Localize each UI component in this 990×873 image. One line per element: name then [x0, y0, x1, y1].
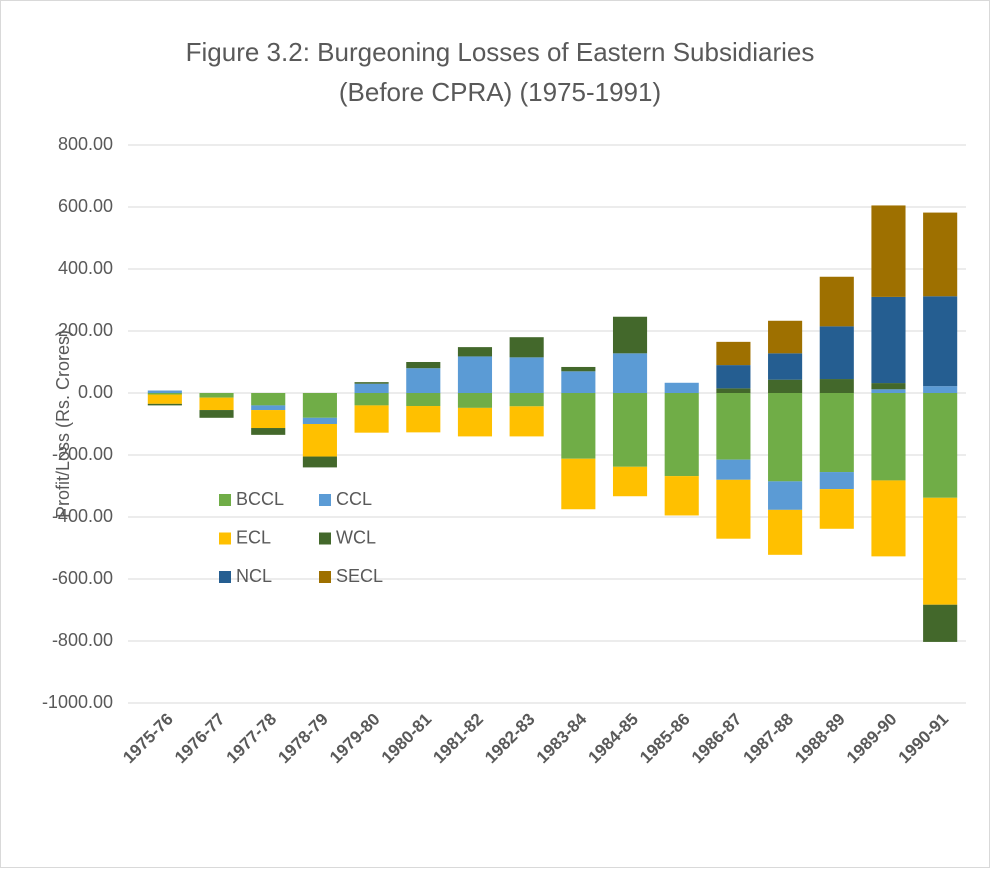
y-tick-label: -1000.00 [42, 692, 113, 712]
legend-swatch [319, 494, 331, 506]
y-tick-label: 0.00 [78, 382, 113, 402]
y-tick-label: -800.00 [52, 630, 113, 650]
bar-segment [509, 406, 544, 437]
bar-segment [871, 383, 906, 390]
legend-label: CCL [336, 489, 372, 509]
bar-segment [302, 393, 337, 418]
y-tick-label: -600.00 [52, 568, 113, 588]
bar-segment [251, 393, 286, 406]
bar-segment [509, 357, 544, 393]
bar-segment [612, 393, 648, 467]
chart-title: Figure 3.2: Burgeoning Losses of Eastern… [186, 37, 815, 67]
bar-segment [716, 341, 751, 366]
bar-segment [819, 276, 854, 327]
legend-label: WCL [336, 527, 376, 547]
bar-segment [302, 456, 337, 468]
y-tick-label: 200.00 [58, 320, 113, 340]
bar-segment [561, 458, 596, 510]
bar-segment [199, 397, 234, 411]
bar-segment [716, 393, 751, 460]
bar-segment [923, 393, 958, 498]
bar-segment [561, 366, 596, 372]
bar-segment [664, 393, 699, 477]
y-tick-label: 800.00 [58, 134, 113, 154]
legend-label: BCCL [236, 489, 284, 509]
bar-segment [871, 205, 906, 297]
bar-segment [768, 353, 803, 380]
bar-segment [199, 410, 234, 418]
bar-segment [509, 337, 544, 358]
bar-segment [302, 417, 337, 424]
bar-segment [561, 371, 596, 393]
legend-swatch [319, 532, 331, 545]
bar-segment [612, 353, 648, 393]
bar-segment [457, 356, 493, 393]
bar-segment [819, 489, 854, 529]
y-axis-label: Profit/Loss (Rs. Crores) [53, 330, 73, 518]
y-tick-label: -400.00 [52, 506, 113, 526]
bar-segment [768, 379, 803, 393]
bar-segment [457, 393, 493, 408]
bar-segment [147, 390, 182, 393]
bar-segment [199, 393, 234, 398]
bar-segment [716, 479, 751, 539]
bar-segment [406, 393, 441, 407]
bar-segment [871, 296, 906, 384]
bar-segment [251, 405, 286, 411]
bar-segment [664, 382, 699, 393]
bar-segment [819, 379, 854, 393]
bar-segment [406, 362, 441, 369]
chart-title: (Before CPRA) (1975-1991) [339, 77, 661, 107]
bar-segment [354, 383, 389, 393]
legend-label: NCL [236, 566, 272, 586]
bar-segment [871, 389, 906, 393]
bar-segment [768, 481, 803, 510]
bar-segment [923, 604, 958, 642]
bar-segment [871, 480, 906, 557]
bar-segment [354, 382, 389, 384]
bar-segment [819, 326, 854, 380]
bar-segment [768, 393, 803, 482]
bar-segment [561, 393, 596, 459]
bar-segment [923, 386, 958, 393]
legend-swatch [219, 532, 231, 545]
bar-segment [457, 347, 493, 357]
bar-segment [354, 393, 389, 406]
legend-swatch [219, 494, 231, 506]
y-tick-label: 400.00 [58, 258, 113, 278]
bar-segment [819, 393, 854, 473]
bar-segment [251, 410, 286, 429]
bar-segment [612, 316, 648, 354]
bar-segment [819, 472, 854, 490]
bar-segment [147, 394, 182, 404]
bar-segment [923, 212, 958, 297]
legend-swatch [219, 571, 231, 583]
y-tick-label: -200.00 [52, 444, 113, 464]
bar-segment [251, 428, 286, 435]
legend-swatch [319, 571, 331, 583]
legend-label: SECL [336, 566, 383, 586]
bar-segment [716, 365, 751, 389]
y-tick-label: 600.00 [58, 196, 113, 216]
bar-segment [406, 368, 441, 393]
bar-segment [768, 509, 803, 555]
bar-segment [406, 406, 441, 433]
bar-segment [664, 476, 699, 516]
bar-segment [457, 407, 493, 437]
bar-segment [923, 497, 958, 605]
bar-segment [923, 296, 958, 387]
bar-segment [612, 466, 648, 497]
bar-segment [354, 405, 389, 433]
bar-segment [716, 459, 751, 480]
bar-segment [147, 403, 182, 406]
bar-segment [871, 393, 906, 481]
bar-segment [147, 393, 182, 395]
bar-segment [509, 393, 544, 407]
bar-segment [716, 388, 751, 393]
legend-label: ECL [236, 527, 271, 547]
bar-segment [302, 424, 337, 457]
bar-segment [768, 320, 803, 354]
